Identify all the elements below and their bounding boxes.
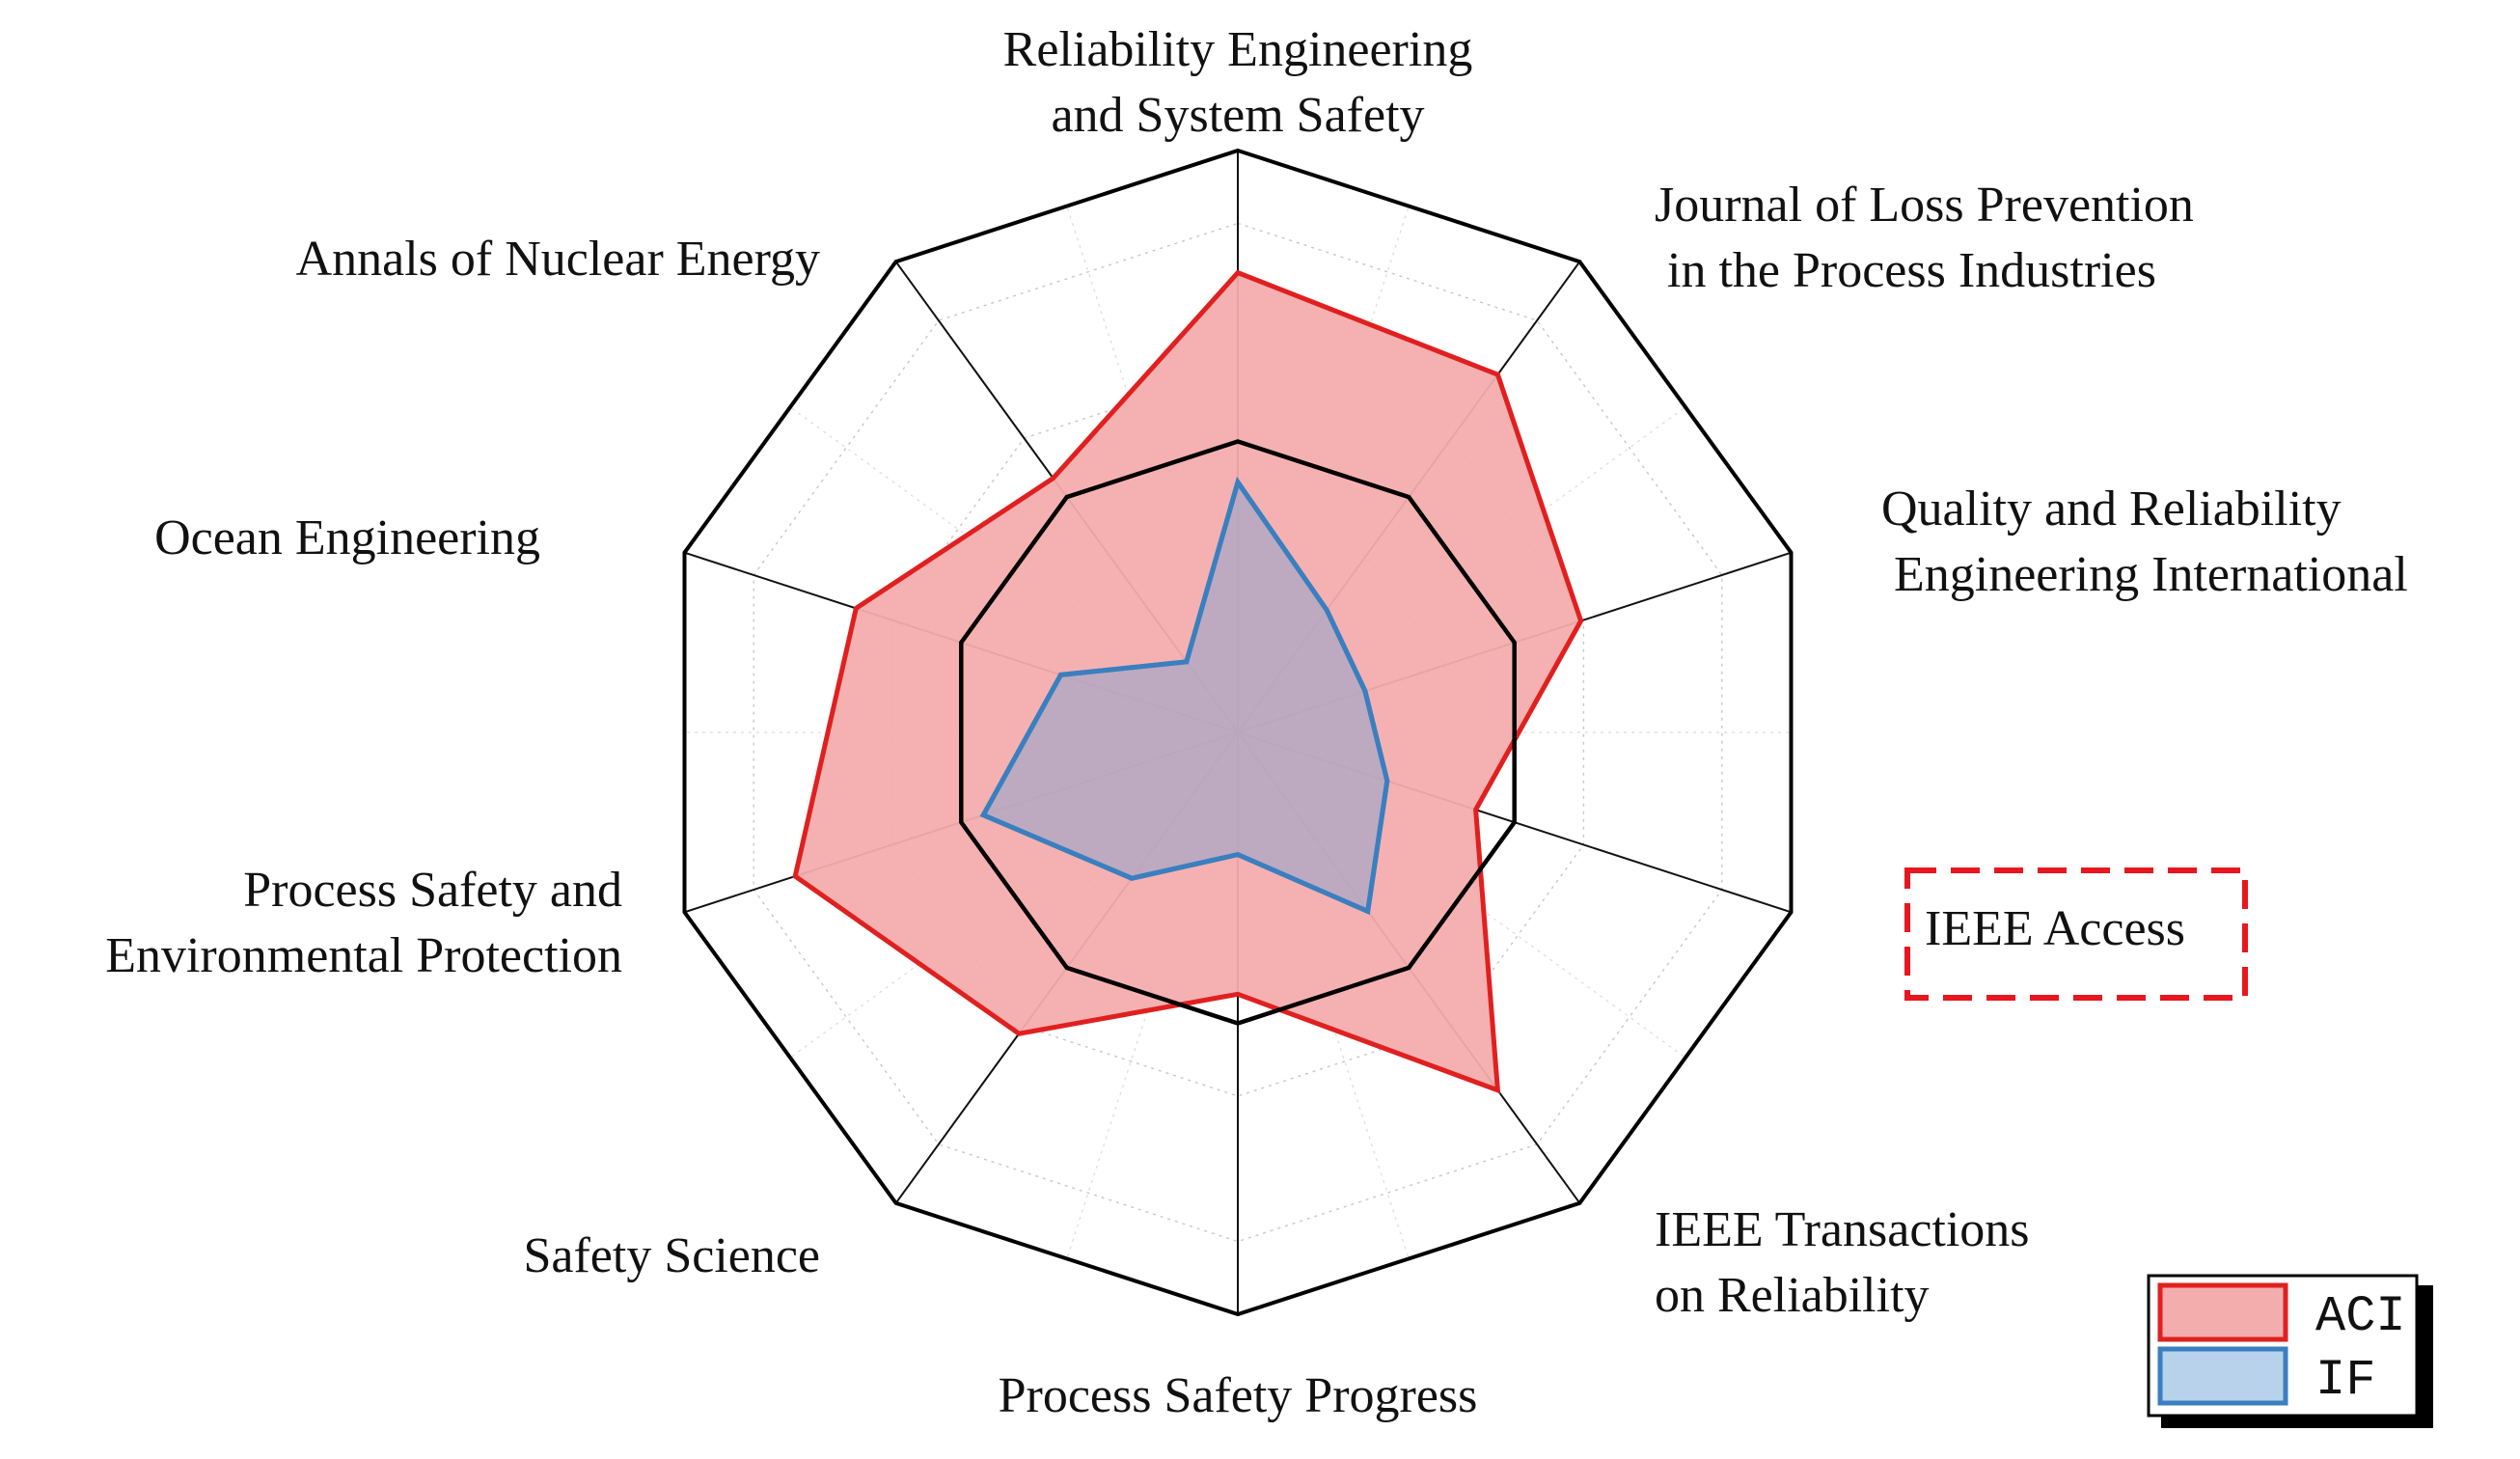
axis-label-5: Process Safety Progress [999, 1368, 1478, 1423]
axis-label-line: Journal of Loss Prevention [1655, 178, 2194, 233]
axis-label-3: IEEE Access [1925, 901, 2185, 956]
axis-label-8: Ocean Engineering [154, 510, 540, 565]
axis-label-line: IEEE Access [1925, 901, 2185, 956]
legend-label-aci: ACI [2315, 1288, 2406, 1345]
axis-label-line: and System Safety [1051, 88, 1424, 143]
axis-label-line: Process Safety Progress [999, 1368, 1478, 1423]
axis-label-line: Quality and Reliability [1881, 482, 2342, 537]
legend-label-if: IF [2315, 1352, 2375, 1409]
axis-label-line: Safety Science [523, 1228, 820, 1283]
legend: ACI IF [2147, 1274, 2433, 1428]
legend-swatch-aci [2157, 1282, 2288, 1342]
axis-label-6: Safety Science [523, 1228, 820, 1283]
axis-label-line: on Reliability [1655, 1268, 1930, 1323]
axis-label-0: Reliability Engineering and System Safety [1003, 22, 1473, 143]
axis-label-line: Environmental Protection [105, 928, 622, 983]
grid-ring-emphasized [959, 439, 1517, 1026]
legend-swatch-if [2157, 1346, 2288, 1406]
series-line-if [979, 476, 1390, 915]
axis-label-1: Journal of Loss Prevention in the Proces… [1655, 178, 2194, 298]
axis-label-line: in the Process Industries [1655, 243, 2156, 298]
axis-label-line: Reliability Engineering [1003, 22, 1473, 77]
axis-label-2: Quality and Reliability Engineering Inte… [1881, 482, 2408, 602]
axis-label-7: Process Safety and Environmental Protecti… [105, 863, 622, 983]
axis-label-4: IEEE Transactions on Reliability [1655, 1202, 2030, 1323]
axis-label-9: Annals of Nuclear Energy [296, 232, 820, 287]
axis-label-line: Engineering International [1881, 547, 2408, 602]
axis-label-line: IEEE Transactions [1655, 1202, 2030, 1257]
radar-series [792, 269, 1584, 1094]
axis-label-line: Process Safety and [243, 863, 622, 918]
axis-labels: Reliability Engineering and System Safety… [105, 22, 2408, 1423]
highlight-box [1904, 867, 2248, 1001]
axis-label-line: Annals of Nuclear Energy [296, 232, 820, 287]
axis-label-line: Ocean Engineering [154, 510, 540, 565]
grid-ring-outer [682, 148, 1794, 1317]
